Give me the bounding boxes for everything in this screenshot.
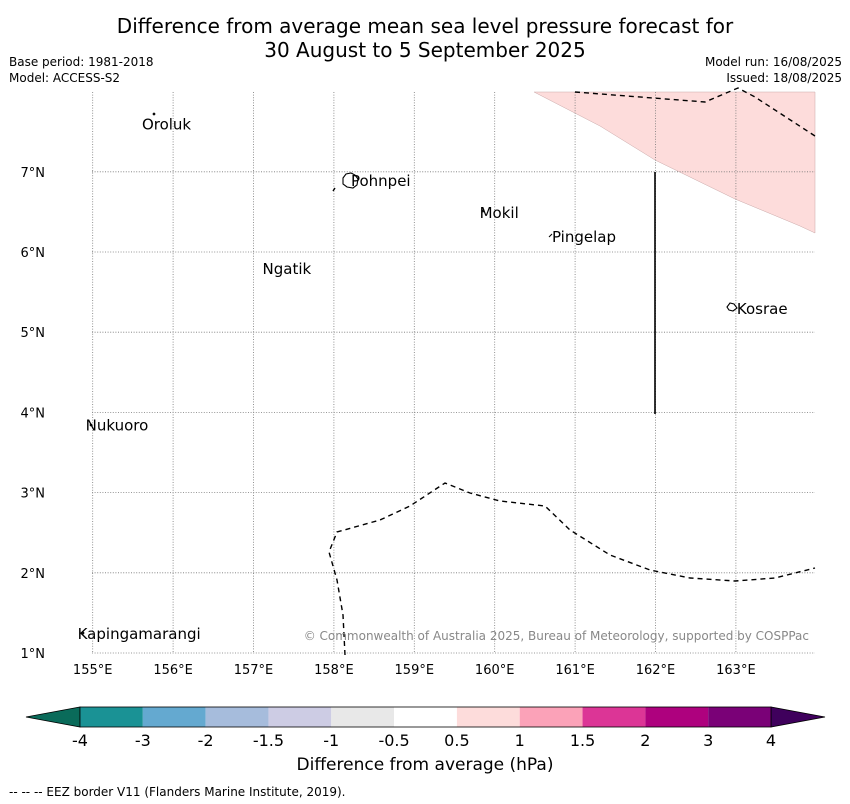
island-label-kosrae: Kosrae [737, 300, 788, 318]
graticule [92, 92, 815, 654]
eez-border-north [574, 87, 816, 137]
colorbar-segment [582, 707, 646, 727]
lat-tick-label: 1°N [21, 647, 46, 662]
meta-right: Model run: 16/08/2025 Issued: 18/08/2025 [705, 54, 842, 86]
model-run-text: Model run: 16/08/2025 [704, 55, 842, 69]
colorbar-tick: 1 [515, 731, 525, 750]
oroluk-atoll [152, 112, 156, 116]
island-label-oroluk: Oroluk [142, 116, 191, 134]
colorbar-segment [394, 707, 457, 727]
copyright-text: © Commonwealth of Australia 2025, Bureau… [304, 629, 809, 643]
eez-border-pohnpei [332, 187, 336, 192]
island-label-mokil: Mokil [480, 204, 519, 222]
colorbar-segment [708, 707, 771, 727]
colorbar-tick: -2 [198, 731, 214, 750]
anomaly-region [533, 91, 816, 234]
colorbar-tick: 3 [703, 731, 713, 750]
lat-tick-label: 5°N [21, 326, 46, 341]
eez-border-south [328, 482, 816, 656]
colorbar-segment [331, 707, 395, 727]
island-label-nukuoro: Nukuoro [86, 416, 149, 434]
colorbar-tick: 0.5 [444, 731, 469, 750]
colorbar [25, 706, 826, 728]
eez-borders [328, 87, 816, 656]
lon-tick-label: 162°E [636, 663, 676, 678]
colorbar-tick: -1.5 [253, 731, 284, 750]
title-line-2: 30 August to 5 September 2025 [264, 38, 586, 62]
lon-tick-label: 160°E [475, 663, 515, 678]
lon-tick-label: 161°E [555, 663, 595, 678]
colorbar-frame [79, 706, 772, 728]
mokil-atoll [481, 209, 485, 213]
issued-text: Issued: 18/08/2025 [726, 71, 842, 85]
colorbar-tick-labels: -4 -3 -2 -1.5 -1 -0.5 0.5 1 1.5 2 3 4 [72, 731, 776, 750]
lon-tick-label: 159°E [395, 663, 435, 678]
colorbar-segment [645, 707, 709, 727]
island-label-kapingamarangi: Kapingamarangi [78, 625, 201, 643]
colorbar-segment [456, 707, 520, 727]
longitude-tick-labels: 155°E 156°E 157°E 158°E 159°E 160°E 161°E 162°E… [73, 663, 756, 678]
lat-tick-label: 4°N [21, 406, 46, 421]
colorbar-segment [519, 707, 583, 727]
lon-tick-label: 157°E [234, 663, 274, 678]
kapingamarangi-atoll [81, 631, 85, 635]
lat-tick-label: 3°N [21, 487, 46, 502]
colorbar-under-arrow [25, 706, 81, 728]
pingelap-atoll [548, 233, 553, 238]
colorbar-tick: 4 [766, 731, 776, 750]
lon-tick-label: 155°E [73, 663, 113, 678]
island-shapes [81, 112, 738, 635]
colorbar-tick: -4 [72, 731, 88, 750]
colorbar-tick: 2 [640, 731, 650, 750]
kosrae-island [726, 302, 738, 312]
base-period-text: Base period: 1981-2018 [9, 55, 154, 69]
colorbar-over-arrow [770, 706, 826, 728]
colorbar-tick: -0.5 [378, 731, 409, 750]
colorbar-segment [268, 707, 332, 727]
nukuoro-atoll [89, 423, 93, 427]
lat-tick-label: 6°N [21, 246, 46, 261]
lat-tick-label: 2°N [21, 567, 46, 582]
colorbar-tick: -1 [323, 731, 339, 750]
pohnpei-island [342, 172, 359, 189]
island-labels: Oroluk Pohnpei Mokil Pingelap Ngatik Kosrae Nu… [78, 116, 788, 643]
ngatik-atoll [265, 265, 269, 269]
lon-tick-label: 156°E [153, 663, 193, 678]
eez-legend-note: -- -- -- EEZ border V11 (Flanders Marine… [9, 785, 346, 799]
chart-title: Difference from average mean sea level p… [0, 14, 850, 62]
model-text: Model: ACCESS-S2 [9, 71, 121, 85]
meta-left: Base period: 1981-2018 Model: ACCESS-S2 [9, 54, 154, 86]
colorbar-tick: -3 [135, 731, 151, 750]
lon-tick-label: 158°E [314, 663, 354, 678]
island-label-pohnpei: Pohnpei [351, 172, 411, 190]
colorbar-segment [205, 707, 269, 727]
colorbar-label: Difference from average (hPa) [296, 755, 554, 775]
lon-tick-label: 163°E [716, 663, 756, 678]
colorbar-segment [142, 707, 206, 727]
island-label-ngatik: Ngatik [263, 260, 312, 278]
colorbar-segment [80, 707, 143, 727]
title-line-1: Difference from average mean sea level p… [116, 14, 734, 38]
island-label-pingelap: Pingelap [552, 228, 616, 246]
latitude-tick-labels: 1°N 2°N 3°N 4°N 5°N 6°N 7°N [21, 166, 46, 662]
colorbar-tick: 1.5 [570, 731, 595, 750]
lat-tick-label: 7°N [21, 166, 46, 181]
